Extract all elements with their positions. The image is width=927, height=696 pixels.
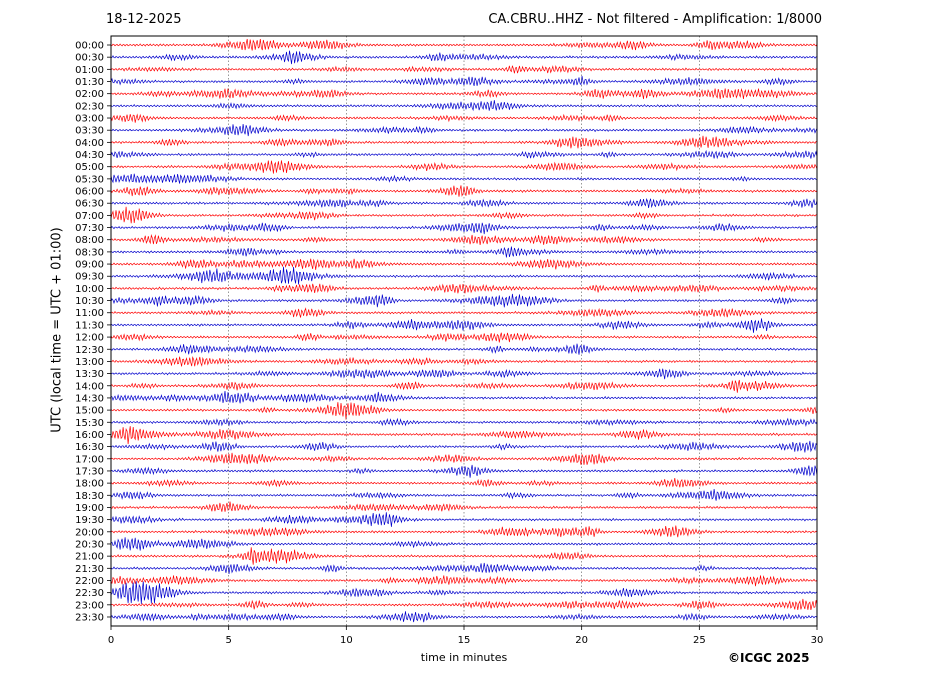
y-tick-label: 03:00 bbox=[75, 114, 104, 125]
y-tick-label: 04:30 bbox=[75, 150, 104, 161]
y-tick-label: 10:30 bbox=[75, 296, 104, 307]
y-tick-label: 04:00 bbox=[75, 138, 104, 149]
y-tick-label: 00:30 bbox=[75, 53, 104, 64]
trace-1900 bbox=[110, 501, 818, 512]
trace-2100 bbox=[110, 547, 818, 565]
x-tick-label: 5 bbox=[225, 635, 231, 646]
y-tick-label: 02:00 bbox=[75, 89, 104, 100]
copyright-text: ©ICGC 2025 bbox=[728, 651, 810, 665]
y-tick-label: 08:00 bbox=[75, 235, 104, 246]
x-tick-label: 15 bbox=[458, 635, 471, 646]
trace-0530 bbox=[110, 173, 818, 184]
y-tick-label: 02:30 bbox=[75, 101, 104, 112]
y-tick-label: 19:00 bbox=[75, 503, 104, 514]
y-tick-label: 12:30 bbox=[75, 345, 104, 356]
y-tick-label: 14:30 bbox=[75, 393, 104, 404]
y-tick-label: 10:00 bbox=[75, 284, 104, 295]
y-tick-label: 07:30 bbox=[75, 223, 104, 234]
y-tick-label: 23:30 bbox=[75, 612, 104, 623]
plot-frame bbox=[110, 35, 818, 627]
y-tick-label: 23:00 bbox=[75, 600, 104, 611]
y-tick-label: 06:00 bbox=[75, 187, 104, 198]
station-info: CA.CBRU..HHZ - Not filtered - Amplificat… bbox=[488, 12, 822, 27]
y-tick-label: 22:00 bbox=[75, 576, 104, 587]
y-tick-label: 17:00 bbox=[75, 454, 104, 465]
y-tick-label: 18:30 bbox=[75, 491, 104, 502]
trace-0200 bbox=[110, 87, 818, 100]
y-tick-label: 05:00 bbox=[75, 162, 104, 173]
y-tick-label: 18:00 bbox=[75, 479, 104, 490]
y-tick-label: 13:00 bbox=[75, 357, 104, 368]
trace-0630 bbox=[110, 198, 818, 209]
y-tick-label: 16:00 bbox=[75, 430, 104, 441]
y-tick-label: 09:00 bbox=[75, 260, 104, 271]
y-tick-label: 13:30 bbox=[75, 369, 104, 380]
chart-date: 18-12-2025 bbox=[106, 12, 182, 27]
y-tick-label: 19:30 bbox=[75, 515, 104, 526]
x-axis-ticks: 0 5 10 15 20 25 30 bbox=[108, 626, 824, 646]
y-tick-label: 14:00 bbox=[75, 381, 104, 392]
x-tick-label: 20 bbox=[575, 635, 588, 646]
x-tick-label: 30 bbox=[811, 635, 824, 646]
y-tick-label: 20:00 bbox=[75, 527, 104, 538]
trace-1330 bbox=[110, 368, 818, 380]
y-tick-label: 11:30 bbox=[75, 320, 104, 331]
x-tick-label: 25 bbox=[693, 635, 706, 646]
trace-1130 bbox=[110, 318, 818, 333]
y-tick-label: 06:30 bbox=[75, 199, 104, 210]
y-tick-label: 22:30 bbox=[75, 588, 104, 599]
y-tick-label: 00:00 bbox=[75, 41, 104, 52]
y-tick-label: 16:30 bbox=[75, 442, 104, 453]
trace-0130 bbox=[110, 75, 818, 87]
trace-0230 bbox=[110, 100, 818, 112]
y-axis-label: UTC (local time = UTC + 01:00) bbox=[49, 227, 65, 433]
y-tick-label: 15:00 bbox=[75, 406, 104, 417]
trace-0830 bbox=[110, 246, 818, 258]
trace-2200 bbox=[110, 575, 818, 587]
x-tick-label: 0 bbox=[108, 635, 114, 646]
trace-1700 bbox=[110, 452, 818, 465]
y-tick-label: 20:30 bbox=[75, 539, 104, 550]
y-tick-label: 12:00 bbox=[75, 333, 104, 344]
y-tick-label: 09:30 bbox=[75, 272, 104, 283]
y-tick-label: 01:30 bbox=[75, 77, 104, 88]
y-tick-label: 21:00 bbox=[75, 552, 104, 563]
y-tick-label: 11:00 bbox=[75, 308, 104, 319]
y-tick-label: 15:30 bbox=[75, 418, 104, 429]
y-tick-label: 03:30 bbox=[75, 126, 104, 137]
y-tick-label: 08:30 bbox=[75, 247, 104, 258]
y-tick-label: 07:00 bbox=[75, 211, 104, 222]
grid-lines bbox=[228, 36, 700, 626]
x-tick-label: 10 bbox=[340, 635, 353, 646]
y-tick-label: 05:30 bbox=[75, 174, 104, 185]
y-tick-label: 01:00 bbox=[75, 65, 104, 76]
trace-1800 bbox=[110, 477, 818, 488]
y-tick-label: 21:30 bbox=[75, 564, 104, 575]
y-tick-label: 17:30 bbox=[75, 466, 104, 477]
x-axis-label: time in minutes bbox=[420, 651, 508, 664]
